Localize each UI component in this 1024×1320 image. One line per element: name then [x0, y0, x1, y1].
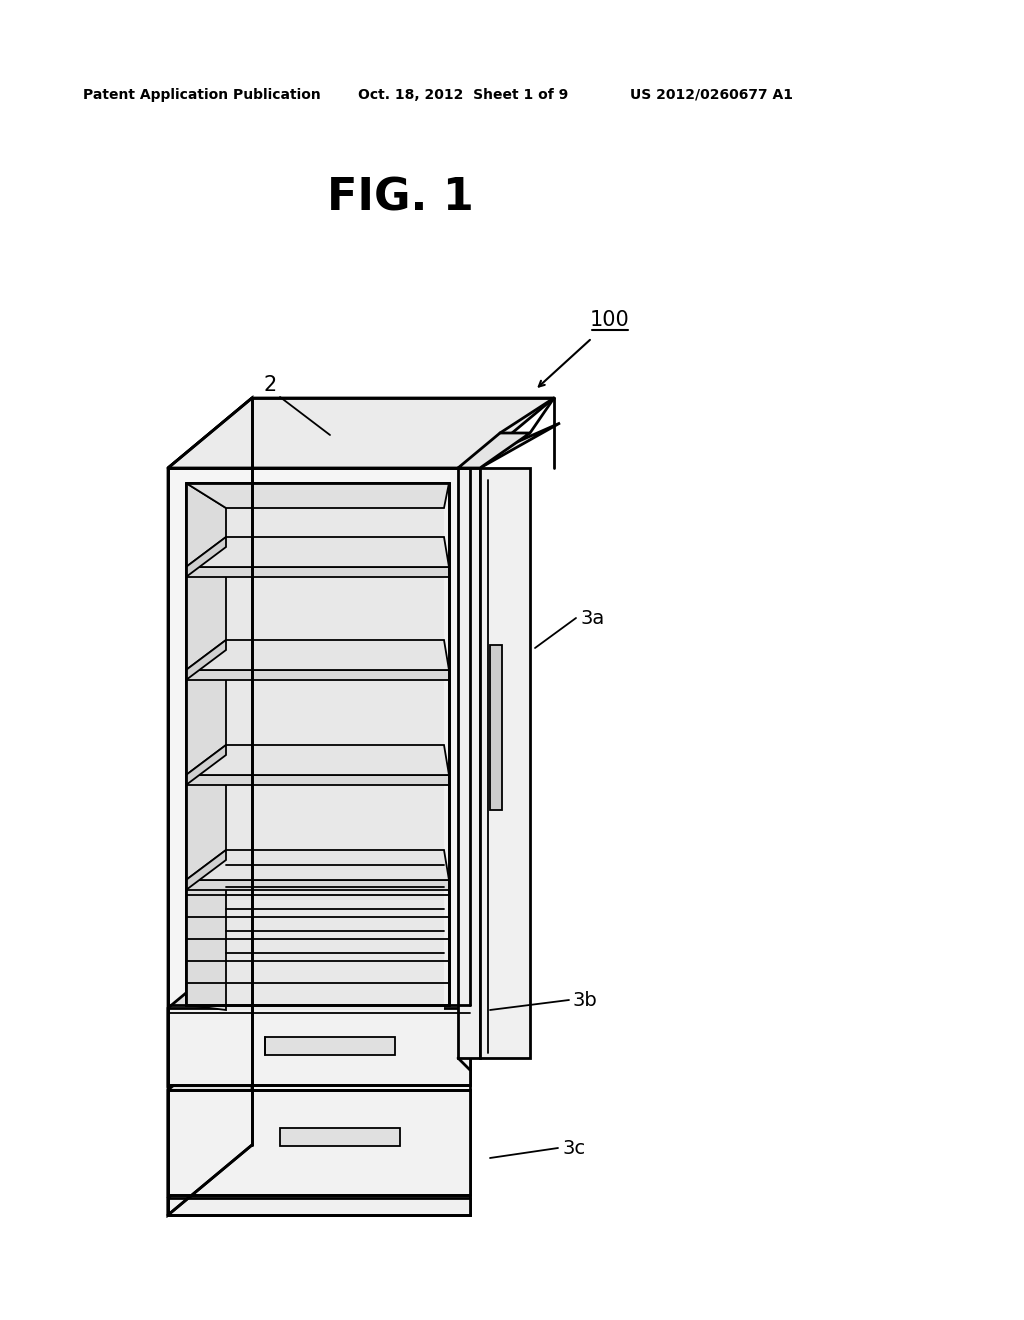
Polygon shape — [168, 1090, 470, 1195]
Polygon shape — [186, 483, 449, 508]
Polygon shape — [168, 399, 252, 1214]
Text: Oct. 18, 2012  Sheet 1 of 9: Oct. 18, 2012 Sheet 1 of 9 — [358, 88, 568, 102]
Polygon shape — [168, 939, 252, 1085]
Polygon shape — [168, 1020, 252, 1195]
Polygon shape — [186, 640, 449, 671]
Polygon shape — [186, 744, 226, 785]
Polygon shape — [186, 640, 226, 680]
Polygon shape — [226, 508, 444, 1010]
Polygon shape — [186, 744, 449, 775]
Polygon shape — [265, 1038, 395, 1055]
Text: 3c: 3c — [562, 1138, 585, 1158]
Text: 100: 100 — [590, 310, 630, 330]
Polygon shape — [186, 671, 449, 680]
Polygon shape — [490, 645, 502, 810]
Text: 3b: 3b — [573, 990, 598, 1010]
Text: Patent Application Publication: Patent Application Publication — [83, 88, 321, 102]
Polygon shape — [458, 469, 480, 1059]
Polygon shape — [186, 537, 226, 577]
Text: 2: 2 — [263, 375, 276, 395]
Polygon shape — [168, 469, 470, 1214]
Polygon shape — [480, 469, 530, 1059]
Polygon shape — [186, 850, 449, 880]
Polygon shape — [186, 775, 449, 785]
Polygon shape — [458, 422, 560, 469]
Polygon shape — [186, 568, 449, 577]
Polygon shape — [186, 850, 226, 890]
Text: FIG. 1: FIG. 1 — [327, 177, 473, 219]
Polygon shape — [168, 1008, 470, 1085]
Polygon shape — [186, 483, 449, 1005]
Polygon shape — [186, 880, 449, 890]
Polygon shape — [168, 1129, 252, 1214]
Text: US 2012/0260677 A1: US 2012/0260677 A1 — [630, 88, 793, 102]
Polygon shape — [186, 537, 449, 568]
Polygon shape — [168, 1199, 470, 1214]
Polygon shape — [458, 433, 530, 469]
Text: 3a: 3a — [580, 609, 604, 627]
Polygon shape — [280, 1129, 400, 1146]
Polygon shape — [186, 483, 226, 1010]
Polygon shape — [168, 399, 554, 469]
